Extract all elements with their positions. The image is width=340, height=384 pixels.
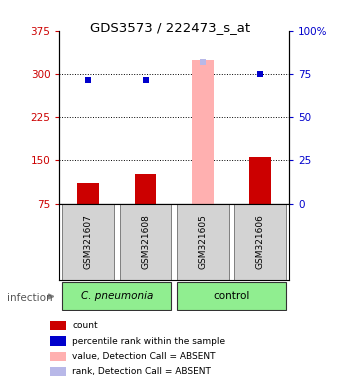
Bar [177, 282, 286, 310]
Bar [77, 184, 99, 204]
Bar [50, 336, 66, 346]
Bar [120, 204, 171, 280]
Text: value, Detection Call = ABSENT: value, Detection Call = ABSENT [72, 352, 216, 361]
Bar [50, 367, 66, 376]
Bar [62, 204, 114, 280]
Text: GSM321607: GSM321607 [84, 215, 93, 269]
Text: count: count [72, 321, 98, 330]
Bar [50, 321, 66, 330]
Text: infection: infection [7, 293, 52, 303]
Bar [177, 204, 229, 280]
Bar [50, 352, 66, 361]
Text: C. pneumonia: C. pneumonia [81, 291, 153, 301]
Text: GSM321605: GSM321605 [199, 215, 207, 269]
Text: GDS3573 / 222473_s_at: GDS3573 / 222473_s_at [90, 21, 250, 34]
Text: GSM321606: GSM321606 [256, 215, 265, 269]
Text: GSM321608: GSM321608 [141, 215, 150, 269]
Text: control: control [214, 291, 250, 301]
Bar [135, 174, 156, 204]
Bar [62, 282, 171, 310]
Text: percentile rank within the sample: percentile rank within the sample [72, 336, 225, 346]
Text: rank, Detection Call = ABSENT: rank, Detection Call = ABSENT [72, 367, 211, 376]
Bar [192, 60, 214, 204]
Bar [235, 204, 286, 280]
Bar [250, 157, 271, 204]
